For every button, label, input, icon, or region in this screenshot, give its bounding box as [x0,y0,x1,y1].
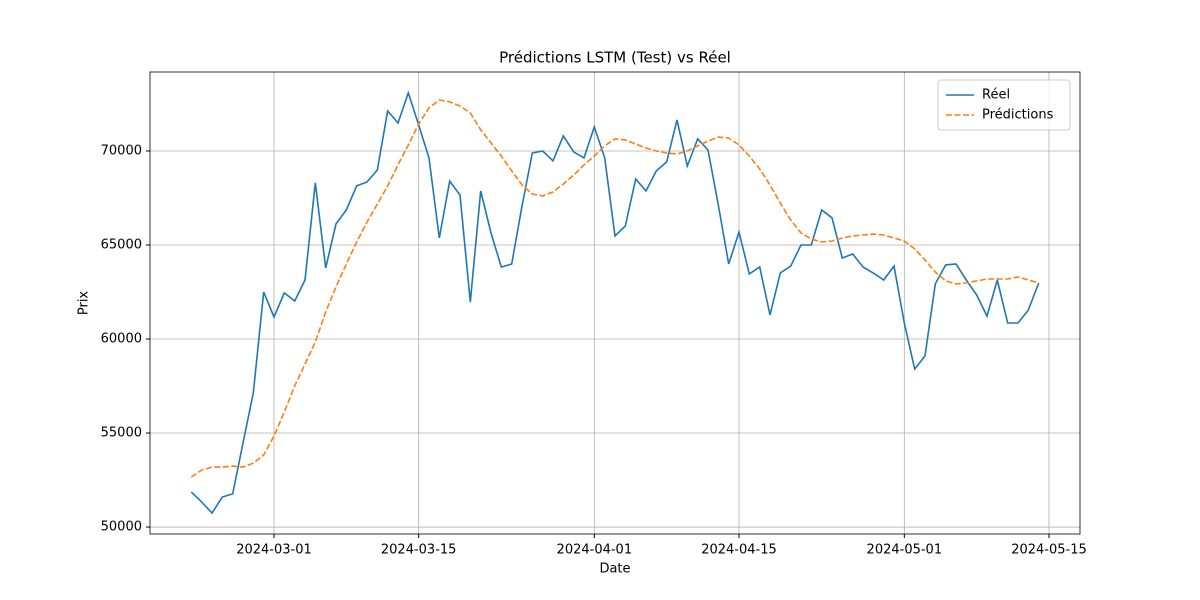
y-tick-label: 65000 [101,237,142,252]
x-tick-label: 2024-05-01 [867,543,943,558]
x-tick-label: 2024-04-01 [557,543,633,558]
legend-box [937,79,1071,131]
x-tick-label: 2024-04-15 [701,543,777,558]
legend-label: Prédictions [982,108,1054,123]
chart-title: Prédictions LSTM (Test) vs Réel [499,49,731,67]
series-line [190,90,1040,515]
x-tick-label: 2024-03-15 [381,543,457,558]
y-tick-label: 70000 [101,143,142,158]
series-line [190,99,1039,478]
y-tick-label: 60000 [101,332,142,347]
x-tick-label: 2024-05-15 [1011,543,1087,558]
plot-frame [149,71,1081,535]
x-axis-label: Date [599,562,630,577]
y-tick-label: 55000 [101,426,142,441]
y-tick-label: 50000 [101,520,142,535]
y-axis-label: Prix [77,291,92,316]
x-tick-label: 2024-03-01 [236,543,312,558]
legend-label: Réel [982,88,1010,103]
